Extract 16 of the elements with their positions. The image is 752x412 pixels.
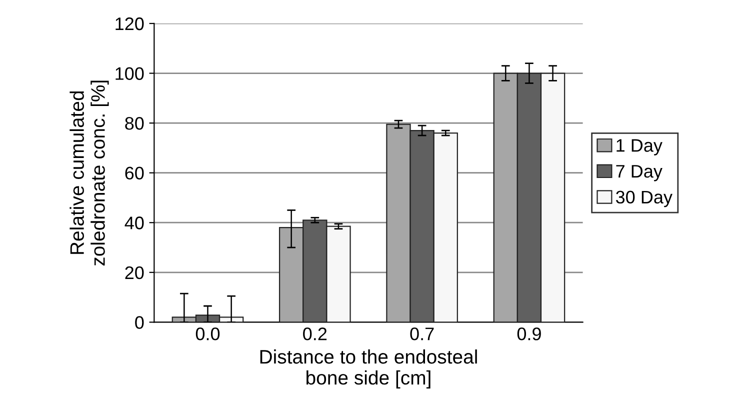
x-tick-label: 0.0 bbox=[196, 328, 220, 340]
y-tick-label: 120 bbox=[116, 17, 144, 30]
y-axis-title: Relative cumulated zoledronate conc. [%] bbox=[70, 80, 109, 266]
y-tick-label: 40 bbox=[124, 216, 144, 230]
y-tick-label: 0 bbox=[135, 316, 144, 329]
y-tick-label: 20 bbox=[125, 266, 144, 280]
x-tick-label: 0.9 bbox=[517, 328, 541, 340]
y-tick-label: 60 bbox=[125, 166, 144, 180]
y-tick-label: 80 bbox=[125, 116, 144, 130]
x-axis-title: Distance to the endosteal bone side [cm] bbox=[260, 349, 477, 388]
x-tick-label: 0.7 bbox=[410, 328, 434, 340]
legend-label: 30 Day bbox=[616, 190, 672, 208]
legend-label: 1 Day bbox=[616, 139, 662, 156]
x-tick-label: 0.2 bbox=[303, 328, 327, 340]
legend-label: 7 Day bbox=[616, 165, 662, 182]
y-tick-label: 100 bbox=[116, 67, 144, 80]
